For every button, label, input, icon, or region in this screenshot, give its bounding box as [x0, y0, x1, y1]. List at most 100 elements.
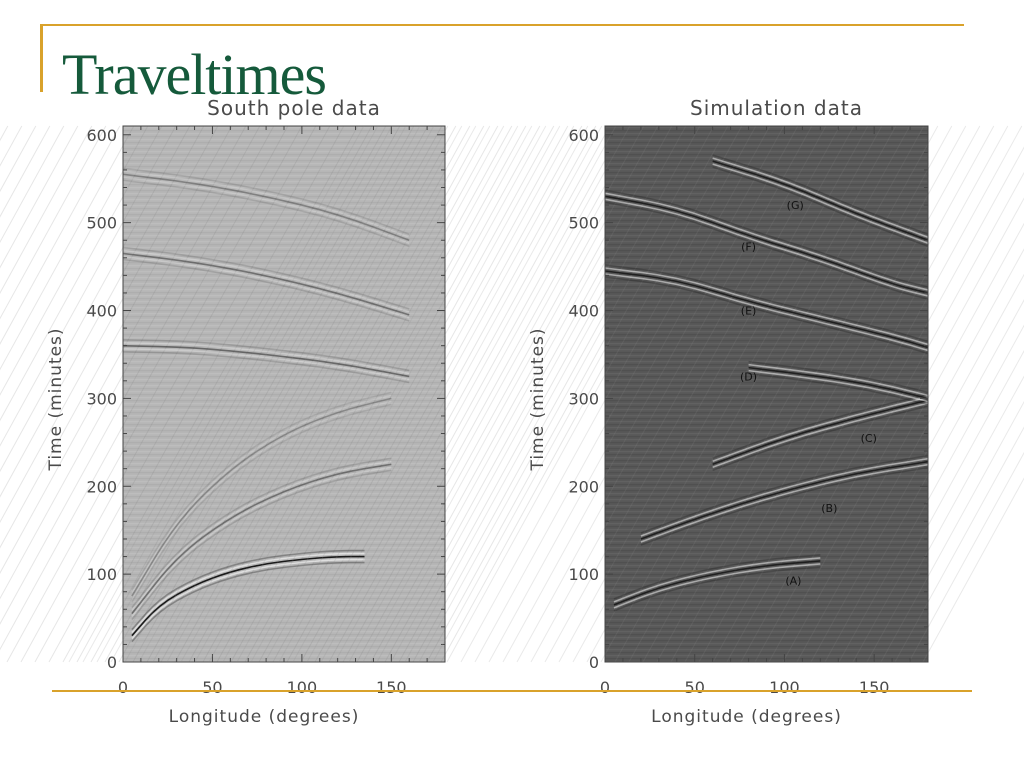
south-pole-streaks — [0, 125, 737, 663]
south-pole-arc-4-band — [123, 341, 410, 375]
south-pole-arc-5-band — [123, 255, 410, 319]
simulation-arc-7-band — [712, 166, 928, 247]
south-pole-arc-6-band — [123, 173, 410, 241]
south-pole-arc-3-band — [131, 394, 392, 594]
simulation-arc-6-band — [605, 192, 928, 291]
x-tick-label: 150 — [859, 678, 890, 697]
simulation-arc-5-band — [605, 267, 928, 346]
south-pole-arc-2-band — [131, 460, 392, 612]
south-pole-arc-5-band — [123, 246, 410, 310]
simulation-arc-6-band — [605, 195, 928, 294]
x-tick-label: 50 — [202, 678, 222, 697]
y-tick-label: 600 — [86, 126, 117, 145]
south-pole-arc-5-band — [123, 252, 410, 316]
simulation-arc-1-band — [613, 566, 821, 612]
top-accent-line — [40, 24, 964, 26]
simulation-arc-7-band — [712, 160, 928, 241]
simulation-arc-2-band — [640, 454, 928, 534]
simulation-arc-5-band — [605, 273, 928, 352]
south-pole-arc-2-band — [131, 469, 392, 621]
south-pole-arc-4-band — [123, 350, 410, 384]
south-pole-arc-4-band — [123, 344, 410, 378]
y-tick-label: 200 — [86, 477, 117, 496]
simulation-arc-4-band — [748, 366, 928, 400]
simulation-arc-1-band — [613, 560, 821, 606]
simulation-y-axis-label: Time (minutes) — [528, 327, 548, 471]
x-tick-label: 100 — [769, 678, 800, 697]
slide-title: Traveltimes — [62, 42, 327, 107]
south-pole-arc-3-band — [131, 403, 392, 603]
y-tick-label: 500 — [568, 214, 599, 233]
arc-label-a: (A) — [785, 574, 801, 587]
south-pole-title: South pole data — [207, 96, 381, 120]
simulation-arc-3-band — [712, 405, 928, 472]
arc-label-c: (C) — [861, 432, 877, 445]
y-tick-label: 600 — [568, 126, 599, 145]
simulation-arc-2-band — [640, 457, 928, 537]
simulation-arc-7-band — [712, 163, 928, 244]
simulation-arc-2-band — [640, 466, 928, 546]
simulation-arc-1-band — [613, 563, 821, 609]
y-tick-label: 100 — [568, 565, 599, 584]
simulation-arc-3-band — [712, 396, 928, 463]
south-pole-arc-6-band — [123, 179, 410, 247]
x-tick-label: 0 — [118, 678, 128, 697]
simulation-arc-6-band — [605, 198, 928, 297]
south-pole-arc-3-band — [131, 397, 392, 597]
simulation-arc-4-band — [748, 360, 928, 394]
south-pole-arc-3-band — [131, 400, 392, 600]
simulation-arc-5-band — [605, 270, 928, 349]
south-pole-ticks: 0 50 100 150 0 100 200 300 400 500 600 — [86, 126, 445, 697]
y-tick-label: 100 — [86, 565, 117, 584]
arc-label-b: (B) — [821, 502, 837, 515]
south-pole-arc-2-band — [131, 457, 392, 609]
y-tick-label: 400 — [568, 302, 599, 321]
simulation-arc-3-band — [712, 402, 928, 469]
south-pole-arc-1-band — [131, 549, 365, 631]
south-pole-y-axis-label: Time (minutes) — [46, 327, 66, 471]
south-pole-arc-4-band — [123, 338, 410, 372]
y-tick-label: 200 — [568, 477, 599, 496]
title-accent-bar — [40, 24, 43, 92]
bottom-accent-line — [52, 690, 972, 692]
simulation-arc-2-band — [640, 463, 928, 543]
simulation-arc-4-band — [748, 372, 928, 406]
south-pole-arcs — [123, 167, 410, 643]
x-tick-label: 150 — [376, 678, 407, 697]
simulation-arc-5-band — [605, 264, 928, 343]
south-pole-arc-5-band — [123, 249, 410, 313]
south-pole-arc-3-band — [131, 391, 392, 591]
south-pole-arc-6-band — [123, 167, 410, 235]
y-tick-label: 0 — [107, 653, 117, 672]
simulation-chart: (A) (B) (C) (D) (E) (F) (G) 0 50 100 150 0 100 200 300… — [68, 96, 1024, 727]
south-pole-arc-2-band — [131, 466, 392, 618]
simulation-arc-2-band — [640, 460, 928, 540]
simulation-arc-3-band — [712, 393, 928, 460]
south-pole-arc-1-band — [131, 561, 365, 643]
simulation-arc-1-band — [613, 557, 821, 603]
x-tick-label: 0 — [600, 678, 610, 697]
south-pole-arc-1-band — [131, 558, 365, 640]
simulation-arc-4-band — [748, 363, 928, 397]
simulation-arc-7-band — [712, 157, 928, 238]
south-pole-texture — [123, 127, 445, 663]
simulation-arcs — [605, 154, 928, 612]
south-pole-arc-4-band — [123, 347, 410, 381]
arc-label-e: (E) — [741, 305, 757, 318]
simulation-title: Simulation data — [690, 96, 863, 120]
simulation-ticks: 0 50 100 150 0 100 200 300 400 500 600 — [568, 126, 928, 697]
south-pole-arc-6-band — [123, 170, 410, 238]
south-pole-arc-1-band — [131, 555, 365, 637]
south-pole-arc-2-band — [131, 463, 392, 615]
y-tick-label: 300 — [86, 389, 117, 408]
south-pole-arc-6-band — [123, 176, 410, 244]
simulation-x-axis-label: Longitude (degrees) — [651, 707, 842, 727]
x-tick-label: 50 — [685, 678, 705, 697]
simulation-arc-6-band — [605, 201, 928, 300]
simulation-arc-6-band — [605, 189, 928, 288]
south-pole-arc-1-band — [131, 552, 365, 634]
arc-label-d: (D) — [740, 370, 757, 383]
simulation-arc-4-band — [748, 369, 928, 403]
